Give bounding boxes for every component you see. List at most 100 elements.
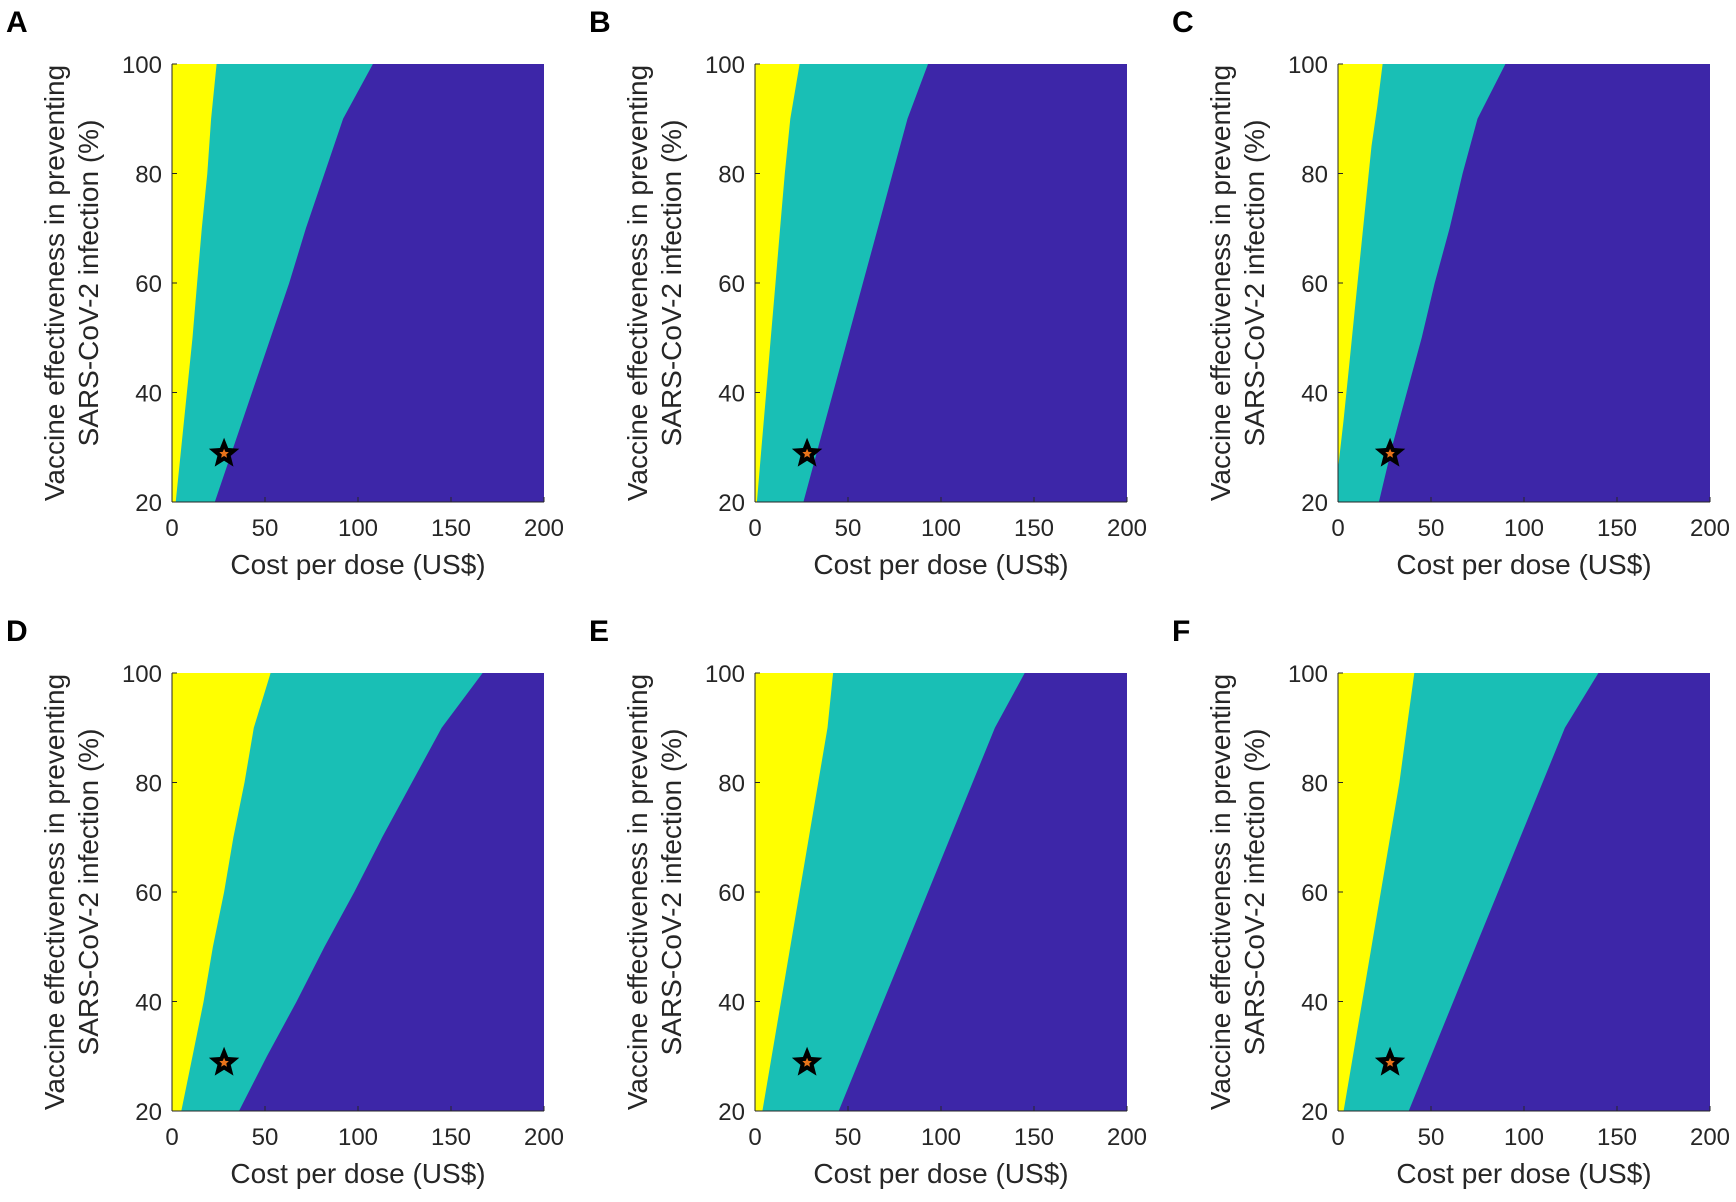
- y-tick-label: 100: [122, 661, 162, 688]
- panel-letter: F: [1172, 615, 1190, 648]
- y-axis-label-line-1: Vaccine effectiveness in preventing: [622, 65, 653, 501]
- y-tick-label: 60: [135, 880, 162, 907]
- x-axis-label: Cost per dose (US$): [1396, 1158, 1651, 1189]
- region-dominant: [755, 673, 834, 1111]
- y-axis-label-line-2: SARS-CoV-2 infection (%): [656, 729, 687, 1056]
- panel-letter: E: [589, 615, 609, 648]
- y-axis-label-line-1: Vaccine effectiveness in preventing: [622, 674, 653, 1110]
- y-axis-label-line-2: SARS-CoV-2 infection (%): [1239, 120, 1270, 447]
- y-tick-label: 40: [718, 990, 745, 1017]
- region-cost-effective: [1338, 64, 1506, 502]
- y-tick-label: 20: [1301, 1099, 1328, 1126]
- x-tick-label: 100: [921, 1124, 961, 1151]
- region-cost-effective: [755, 673, 1025, 1111]
- x-tick-label: 150: [1014, 1124, 1054, 1151]
- y-tick-label: 20: [135, 1099, 162, 1126]
- y-axis-label-line-1: Vaccine effectiveness in preventing: [1205, 674, 1236, 1110]
- x-tick-label: 100: [338, 1124, 378, 1151]
- x-tick-label: 0: [1331, 515, 1344, 542]
- panel-letter: D: [6, 615, 28, 648]
- y-tick-label: 60: [718, 271, 745, 298]
- y-tick-label: 100: [705, 661, 745, 688]
- plot-area: [755, 64, 1127, 502]
- x-tick-label: 0: [165, 1124, 178, 1151]
- region-dominant: [1338, 673, 1415, 1111]
- x-tick-label: 150: [1597, 515, 1637, 542]
- x-tick-label: 150: [431, 515, 471, 542]
- y-tick-label: 100: [705, 52, 745, 79]
- x-tick-label: 50: [835, 1124, 862, 1151]
- base-case-star-center: [1385, 448, 1395, 458]
- region-cost-effective: [755, 64, 928, 502]
- y-tick-label: 20: [718, 490, 745, 517]
- x-axis-label: Cost per dose (US$): [230, 549, 485, 580]
- y-tick-label: 60: [1301, 271, 1328, 298]
- x-tick-label: 0: [165, 515, 178, 542]
- x-tick-label: 200: [1690, 1124, 1730, 1151]
- panel-letter: B: [589, 6, 611, 39]
- y-axis-label-line-1: Vaccine effectiveness in preventing: [1205, 65, 1236, 501]
- x-tick-label: 100: [1504, 1124, 1544, 1151]
- y-tick-label: 40: [135, 381, 162, 408]
- x-tick-label: 50: [252, 1124, 279, 1151]
- plot-area: [172, 64, 544, 502]
- y-tick-label: 40: [135, 990, 162, 1017]
- x-tick-label: 200: [1107, 515, 1147, 542]
- plot-area: [1338, 673, 1710, 1111]
- y-axis-label-line-2: SARS-CoV-2 infection (%): [73, 729, 104, 1056]
- x-tick-label: 150: [431, 1124, 471, 1151]
- region-dominant: [1338, 64, 1383, 470]
- base-case-star-center: [802, 1057, 812, 1067]
- chart-panel-a: 0 50 100 150 200 20 40 60 80 100 Cost per dose (US…: [6, 6, 564, 580]
- y-tick-label: 20: [718, 1099, 745, 1126]
- region-dominant: [172, 64, 217, 502]
- y-tick-label: 60: [1301, 880, 1328, 907]
- base-case-star-center: [1385, 1057, 1395, 1067]
- y-tick-label: 80: [718, 162, 745, 189]
- region-cost-effective: [172, 673, 483, 1111]
- y-tick-label: 60: [135, 271, 162, 298]
- x-tick-label: 200: [1107, 1124, 1147, 1151]
- plot-area: [755, 673, 1127, 1111]
- x-axis-label: Cost per dose (US$): [1396, 549, 1651, 580]
- chart-panel-f: 0 50 100 150 200 20 40 60 80 100 Cost per dose (US…: [1172, 615, 1730, 1189]
- y-tick-label: 80: [1301, 771, 1328, 798]
- chart-panel-c: 0 50 100 150 200 20 40 60 80 100 Cost per dose (US…: [1172, 6, 1730, 580]
- x-tick-label: 150: [1014, 515, 1054, 542]
- region-cost-effective: [172, 64, 373, 502]
- plot-area: [1338, 64, 1710, 502]
- x-tick-label: 0: [748, 515, 761, 542]
- y-tick-label: 100: [122, 52, 162, 79]
- x-axis-label: Cost per dose (US$): [813, 1158, 1068, 1189]
- y-tick-label: 40: [1301, 381, 1328, 408]
- x-tick-label: 50: [1418, 515, 1445, 542]
- x-tick-label: 50: [835, 515, 862, 542]
- y-axis-label-line-1: Vaccine effectiveness in preventing: [39, 674, 70, 1110]
- panel-letter: C: [1172, 6, 1194, 39]
- y-tick-label: 20: [135, 490, 162, 517]
- panel-letter: A: [6, 6, 28, 39]
- y-tick-label: 80: [1301, 162, 1328, 189]
- x-tick-label: 150: [1597, 1124, 1637, 1151]
- x-axis-label: Cost per dose (US$): [813, 549, 1068, 580]
- y-axis-label-line-2: SARS-CoV-2 infection (%): [1239, 729, 1270, 1056]
- x-tick-label: 50: [252, 515, 279, 542]
- y-tick-label: 80: [718, 771, 745, 798]
- chart-panel-b: 0 50 100 150 200 20 40 60 80 100 Cost per dose (US…: [589, 6, 1147, 580]
- y-tick-label: 80: [135, 162, 162, 189]
- region-cost-effective: [1338, 673, 1599, 1111]
- x-tick-label: 200: [524, 1124, 564, 1151]
- y-tick-label: 100: [1288, 52, 1328, 79]
- x-axis-label: Cost per dose (US$): [230, 1158, 485, 1189]
- base-case-star-center: [802, 448, 812, 458]
- x-tick-label: 50: [1418, 1124, 1445, 1151]
- y-tick-label: 40: [1301, 990, 1328, 1017]
- chart-panel-e: 0 50 100 150 200 20 40 60 80 100 Cost per dose (US…: [589, 615, 1147, 1189]
- plot-area: [172, 673, 544, 1111]
- y-tick-label: 20: [1301, 490, 1328, 517]
- x-tick-label: 200: [524, 515, 564, 542]
- region-dominant: [172, 673, 271, 1111]
- region-dominant: [755, 64, 800, 502]
